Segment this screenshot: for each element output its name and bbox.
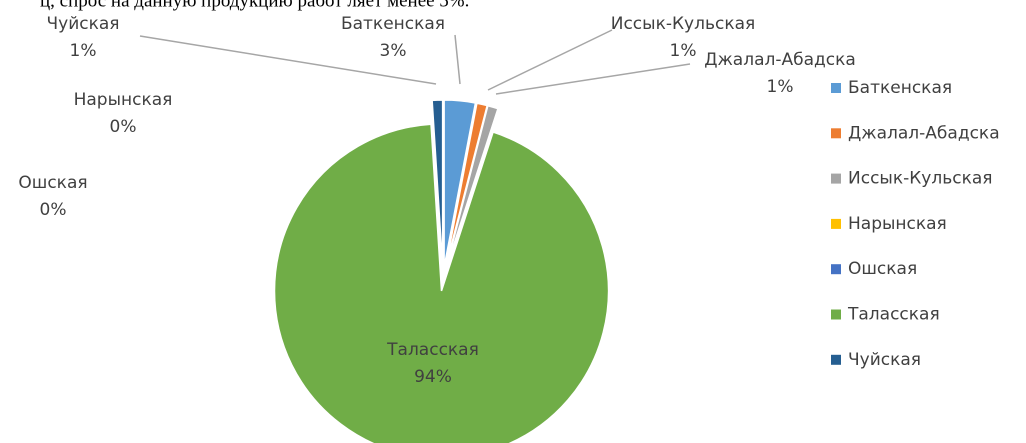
legend-swatch <box>831 309 841 320</box>
data-label-name: Нарынская <box>74 90 173 110</box>
legend-label: Ошская <box>848 259 917 279</box>
pie-slice <box>443 99 477 268</box>
data-label-name: Таласская <box>386 340 479 360</box>
legend-swatch <box>831 83 841 93</box>
legend-label: Баткенская <box>848 78 952 98</box>
legend-swatch <box>831 128 841 139</box>
leader-line <box>139 35 437 85</box>
legend-swatch <box>831 354 841 365</box>
data-label: 3% <box>380 41 407 61</box>
data-label-name: Иссык-Кульская <box>611 14 756 34</box>
legend-swatch <box>831 218 841 229</box>
legend-label: Иссык-Кульская <box>848 169 993 189</box>
legend-label: Чуйская <box>848 350 921 370</box>
data-label-name: Баткенская <box>341 14 445 34</box>
legend-swatch <box>831 264 841 275</box>
document-text: ц, спрос на данную продукцию работ ляет … <box>40 0 469 11</box>
legend-label: Таласская <box>847 305 940 325</box>
data-label-name: Ошская <box>18 173 87 193</box>
pie-slice <box>431 99 444 268</box>
data-label: 1% <box>670 41 697 61</box>
data-label: 94% <box>414 367 452 387</box>
data-label: 1% <box>70 41 97 61</box>
data-label: 1% <box>767 77 794 97</box>
legend-label: Нарынская <box>848 214 947 234</box>
pie-slice <box>273 123 610 443</box>
leader-line <box>454 34 461 85</box>
data-label: 0% <box>110 117 137 137</box>
leader-line <box>495 63 691 95</box>
pie-slice <box>444 102 489 268</box>
legend-swatch <box>831 173 841 184</box>
data-label: 0% <box>40 200 67 220</box>
data-label-name: Чуйская <box>46 14 119 34</box>
legend-label: Джалал-Абадска <box>848 123 1000 143</box>
leader-line <box>487 29 613 91</box>
pie-slice <box>445 104 499 268</box>
data-label-name: Джалал-Абадска <box>704 50 856 70</box>
